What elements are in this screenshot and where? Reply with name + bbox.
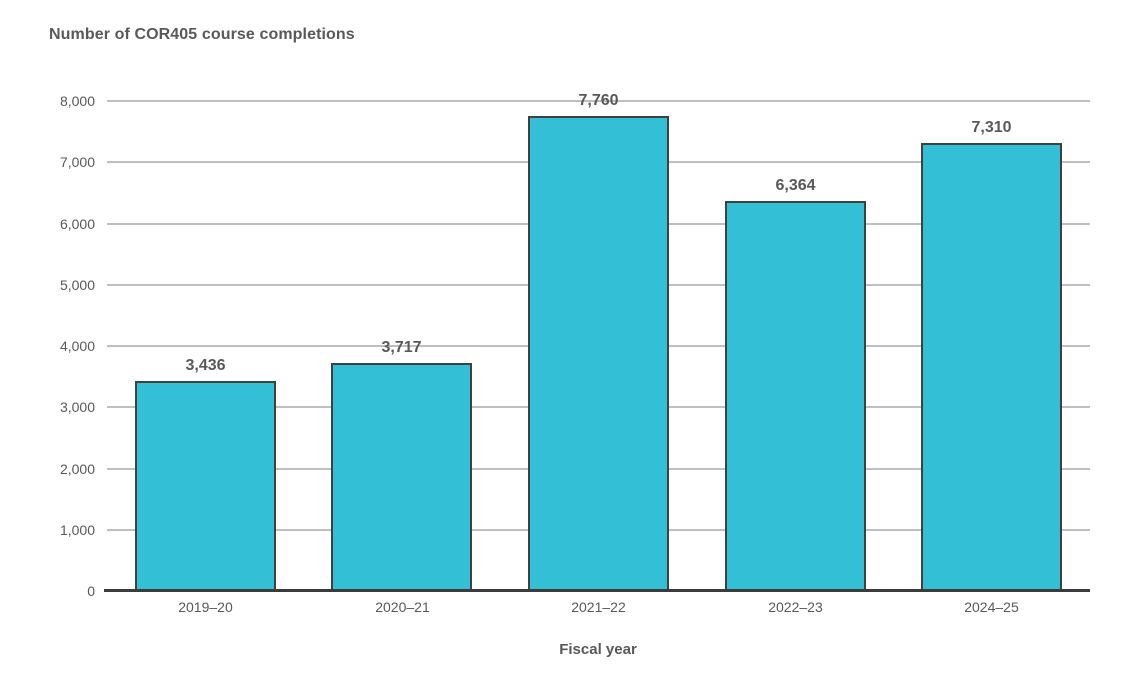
x-tick-label: 2020–21 bbox=[375, 599, 430, 615]
bar-value-label: 7,760 bbox=[578, 92, 619, 109]
y-tick-label: 3,000 bbox=[59, 399, 95, 416]
y-tick-label: 6,000 bbox=[59, 215, 95, 232]
y-tick-label: 2,000 bbox=[59, 460, 95, 477]
gridline bbox=[107, 100, 1090, 102]
bar-value-label: 7,310 bbox=[971, 119, 1012, 136]
y-tick-label: 4,000 bbox=[59, 338, 95, 354]
x-tick-label: 2022–23 bbox=[768, 599, 823, 615]
y-tick-label: 0 bbox=[87, 583, 95, 599]
bar bbox=[528, 116, 669, 591]
bar-value-label: 6,364 bbox=[775, 177, 816, 194]
bar bbox=[725, 201, 866, 591]
chart-title: Number of COR405 course completions bbox=[49, 26, 355, 43]
x-tick-label: 2019–20 bbox=[178, 599, 233, 615]
y-tick-label: 7,000 bbox=[59, 154, 95, 171]
bar-value-label: 3,436 bbox=[185, 357, 226, 374]
x-axis-line bbox=[104, 589, 1090, 592]
bar bbox=[921, 143, 1062, 591]
x-axis-title: Fiscal year bbox=[559, 641, 637, 658]
x-axis: 2019–20 2020–21 2021–22 2022–23 2024–25 bbox=[107, 599, 1090, 619]
bar bbox=[331, 363, 472, 591]
y-tick-label: 5,000 bbox=[59, 276, 95, 293]
y-tick-label: 8,000 bbox=[59, 93, 95, 109]
bar-value-label: 3,717 bbox=[381, 339, 422, 356]
bar bbox=[135, 381, 276, 591]
x-tick-label: 2021–22 bbox=[571, 599, 626, 615]
x-tick-label: 2024–25 bbox=[964, 599, 1019, 615]
y-axis: 0 1,000 2,000 3,000 4,000 5,000 6,000 7,000 8,00… bbox=[0, 94, 95, 598]
y-tick-label: 1,000 bbox=[59, 521, 95, 538]
plot-area: 3,436 3,717 7,760 6,364 7,310 bbox=[104, 92, 1090, 592]
